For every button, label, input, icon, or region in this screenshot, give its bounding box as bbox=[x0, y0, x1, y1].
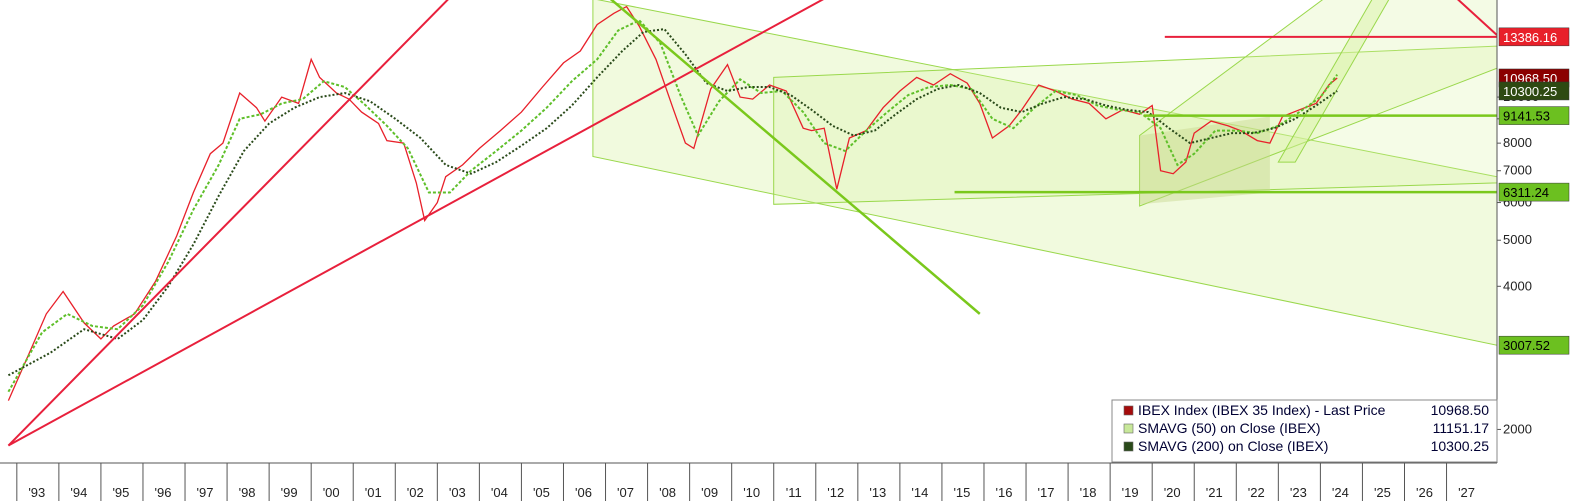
legend: IBEX Index (IBEX 35 Index) - Last Price 1… bbox=[1111, 399, 1498, 463]
x-tick-label: '08 bbox=[659, 485, 676, 500]
price-label: 9141.53 bbox=[1498, 106, 1570, 125]
x-tick-label: '97 bbox=[197, 485, 214, 500]
y-tick-label: 4000 bbox=[1503, 278, 1532, 293]
legend-box bbox=[1111, 399, 1498, 463]
price-label-box bbox=[1498, 335, 1570, 355]
price-label-box bbox=[1498, 81, 1570, 101]
x-tick-label: '14 bbox=[911, 485, 928, 500]
x-tick-label: '16 bbox=[996, 485, 1013, 500]
y-tick-label: 8000 bbox=[1503, 135, 1532, 150]
price-label-text: 10300.25 bbox=[1503, 84, 1557, 99]
legend-label: SMAVG (50) on Close (IBEX) bbox=[1138, 420, 1321, 436]
legend-swatch bbox=[1123, 423, 1134, 434]
legend-value: 11151.17 bbox=[1433, 420, 1490, 436]
trendline-1 bbox=[7, 0, 824, 447]
consolidation-zone bbox=[1139, 116, 1270, 205]
x-tick-label: '01 bbox=[365, 485, 382, 500]
trend-channel-0 bbox=[592, 0, 1497, 346]
x-tick-label: '98 bbox=[239, 485, 256, 500]
x-tick-label: '21 bbox=[1206, 485, 1223, 500]
price-label-text: 9141.53 bbox=[1503, 109, 1550, 124]
price-label: 13386.16 bbox=[1498, 27, 1570, 47]
x-tick-label: '00 bbox=[323, 485, 340, 500]
legend-label: IBEX Index (IBEX 35 Index) - Last Price bbox=[1138, 402, 1386, 418]
x-tick-label: '07 bbox=[617, 485, 634, 500]
price-label: 3007.52 bbox=[1498, 335, 1570, 355]
x-tick-label: '99 bbox=[281, 485, 298, 500]
x-tick-label: '26 bbox=[1416, 485, 1433, 500]
trendline-3 bbox=[1457, 0, 1497, 36]
x-tick-label: '94 bbox=[70, 485, 87, 500]
trendlines bbox=[7, 0, 1497, 447]
x-tick-label: '17 bbox=[1038, 485, 1055, 500]
x-tick-label: '09 bbox=[701, 485, 718, 500]
x-tick-label: '95 bbox=[112, 485, 129, 500]
price-label-text: 3007.52 bbox=[1503, 338, 1550, 353]
price-label-text: 13386.16 bbox=[1503, 30, 1557, 45]
x-tick-label: '06 bbox=[575, 485, 592, 500]
legend-value: 10968.50 bbox=[1431, 402, 1490, 418]
legend-swatch bbox=[1123, 441, 1134, 452]
price-label: 6311.24 bbox=[1498, 182, 1570, 202]
price-label-box bbox=[1498, 27, 1570, 47]
x-tick-label: '18 bbox=[1080, 485, 1097, 500]
legend-value: 10300.25 bbox=[1431, 438, 1490, 454]
price-series bbox=[7, 5, 1339, 401]
x-tick-label: '96 bbox=[154, 485, 171, 500]
x-tick-label: '22 bbox=[1248, 485, 1265, 500]
trendline-4 bbox=[609, 0, 981, 315]
x-tick-label: '10 bbox=[743, 485, 760, 500]
trendline-0 bbox=[7, 0, 449, 447]
x-tick-label: '19 bbox=[1122, 485, 1139, 500]
legend-swatch bbox=[1123, 405, 1134, 416]
x-tick-label: '02 bbox=[407, 485, 424, 500]
price-label-box bbox=[1498, 182, 1570, 202]
price-label: 10300.25 bbox=[1498, 81, 1570, 101]
x-tick-label: '25 bbox=[1374, 485, 1391, 500]
x-tick-label: '05 bbox=[533, 485, 550, 500]
y-tick-label: 5000 bbox=[1503, 232, 1532, 247]
x-tick-label: '04 bbox=[491, 485, 508, 500]
x-tick-label: '24 bbox=[1332, 485, 1349, 500]
price-label-box bbox=[1498, 106, 1570, 125]
trend-channel-2 bbox=[1139, 0, 1497, 207]
x-tick-label: '23 bbox=[1290, 485, 1307, 500]
y-tick-label: 2000 bbox=[1503, 421, 1532, 436]
series-line-2 bbox=[7, 28, 1338, 377]
y-tick-label: 7000 bbox=[1503, 163, 1532, 178]
x-tick-label: '20 bbox=[1164, 485, 1181, 500]
x-tick-label: '12 bbox=[827, 485, 844, 500]
x-tick-label: '27 bbox=[1458, 485, 1475, 500]
x-tick-label: '15 bbox=[953, 485, 970, 500]
price-label-text: 6311.24 bbox=[1503, 185, 1549, 200]
legend-label: SMAVG (200) on Close (IBEX) bbox=[1138, 438, 1328, 454]
price-labels: 13386.1610968.5010300.259141.536311.2430… bbox=[1498, 27, 1570, 355]
x-tick-label: '13 bbox=[869, 485, 886, 500]
x-tick-label: '93 bbox=[28, 485, 45, 500]
x-tick-label: '03 bbox=[449, 485, 466, 500]
x-tick-label: '11 bbox=[786, 485, 802, 500]
